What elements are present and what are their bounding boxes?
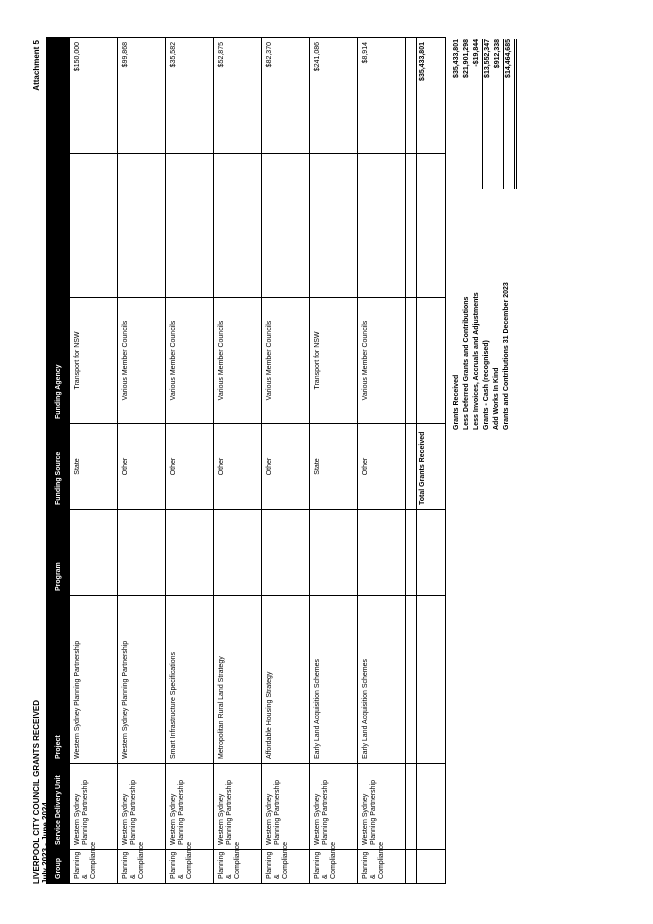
table-row: Planning & Compliance Western Sydney Pla… xyxy=(165,37,214,884)
cell-empty xyxy=(69,153,118,298)
table-row: Planning & Compliance Western Sydney Pla… xyxy=(309,37,358,884)
cell-empty xyxy=(309,153,358,298)
cell-project: Smart Infrastructure Specifications xyxy=(165,595,214,764)
report-title-line1: LIVERPOOL CITY COUNCIL GRANTS RECEIVED xyxy=(32,699,41,884)
column-header: Service Delivery Unit xyxy=(46,763,70,850)
summary-labels: Grants Received Less Deferred Grants and… xyxy=(452,200,512,430)
summary-label: Grants and Contributions 31 December 202… xyxy=(503,282,510,430)
cell-group: Planning & Compliance xyxy=(69,842,118,884)
attachment-label: Attachment 5 xyxy=(32,40,41,91)
summary-label: Less Deferred Grants and Contributions xyxy=(463,296,470,430)
table-row: Planning & Compliance Western Sydney Pla… xyxy=(261,37,310,884)
cell-unit: Western Sydney Planning Partnership xyxy=(69,763,118,850)
cell-empty xyxy=(117,153,166,298)
table-row: Planning & Compliance Western Sydney Pla… xyxy=(213,37,262,884)
column-header: Funding Source xyxy=(46,423,70,510)
cell-program xyxy=(309,509,358,596)
cell-project: Metropolitan Rural Land Strategy xyxy=(213,595,262,764)
cell-program xyxy=(261,509,310,596)
summary-label: Grants - Cash (recognised) xyxy=(483,340,490,430)
cell-agency: Various Member Councils xyxy=(117,297,166,424)
cell-amount: $35,582 xyxy=(165,37,214,154)
column-header-spacer xyxy=(46,37,70,154)
cell-group: Planning & Compliance xyxy=(309,842,358,884)
cell-amount: $8,914 xyxy=(357,37,406,154)
total-label: Total Grants Received xyxy=(416,423,446,510)
column-header: Program xyxy=(46,509,70,596)
cell-empty xyxy=(261,153,310,298)
table-body: Planning & Compliance Western Sydney Pla… xyxy=(69,37,446,884)
total-amount: $35,433,801 xyxy=(416,37,446,154)
cell-unit: Western Sydney Planning Partnership xyxy=(165,763,214,850)
cell-program xyxy=(69,509,118,596)
cell-program xyxy=(165,509,214,596)
cell-empty xyxy=(165,153,214,298)
column-header: Group xyxy=(46,849,70,884)
cell-agency: Various Member Councils xyxy=(213,297,262,424)
cell-unit: Western Sydney Planning Partnership xyxy=(117,763,166,850)
cell-program xyxy=(117,509,166,596)
table-header-row: Group Service Delivery Unit Project Prog… xyxy=(46,37,70,884)
cell-source: Other xyxy=(357,423,406,510)
blank-row xyxy=(405,37,417,884)
summary-value: $21,901,298 xyxy=(463,39,470,78)
cell-agency: Various Member Councils xyxy=(261,297,310,424)
summary-value: $13,552,347 xyxy=(484,39,491,78)
summary-value: $912,338 xyxy=(493,39,504,189)
cell-unit: Western Sydney Planning Partnership xyxy=(357,763,406,850)
cell-amount: $241,086 xyxy=(309,37,358,154)
column-header: Project xyxy=(46,595,70,764)
cell-group: Planning & Compliance xyxy=(117,842,166,884)
grants-table: Group Service Delivery Unit Project Prog… xyxy=(46,37,446,884)
total-row: Total Grants Received $35,433,801 xyxy=(416,37,446,884)
summary-value: $35,433,801 xyxy=(453,39,460,78)
cell-empty xyxy=(213,153,262,298)
cell-empty xyxy=(357,153,406,298)
cell-agency: Transport for NSW xyxy=(309,297,358,424)
cell-project: Affordable Housing Strategy xyxy=(261,595,310,764)
cell-amount: $150,000 xyxy=(69,37,118,154)
cell-source: Other xyxy=(117,423,166,510)
summary-values: $35,433,801 $21,901,298 -$19,844 $13,552… xyxy=(452,39,517,189)
summary-value-total: $14,464,685 xyxy=(504,39,517,189)
cell-amount: $82,370 xyxy=(261,37,310,154)
cell-source: Other xyxy=(213,423,262,510)
cell-project: Western Sydney Planning Partnership xyxy=(69,595,118,764)
table-row: Planning & Compliance Western Sydney Pla… xyxy=(117,37,166,884)
cell-agency: Various Member Councils xyxy=(165,297,214,424)
summary-label: Add Works In Kind xyxy=(493,367,500,430)
cell-source: State xyxy=(69,423,118,510)
summary-label: Less Invoices, Accruals and Adjustments xyxy=(473,292,480,430)
cell-source: State xyxy=(309,423,358,510)
cell-amount: $99,868 xyxy=(117,37,166,154)
cell-unit: Western Sydney Planning Partnership xyxy=(261,763,310,850)
cell-agency: Various Member Councils xyxy=(357,297,406,424)
summary-value: -$19,844 xyxy=(472,39,483,189)
table-row: Planning & Compliance Western Sydney Pla… xyxy=(69,37,118,884)
cell-amount: $52,875 xyxy=(213,37,262,154)
column-header xyxy=(46,153,70,298)
cell-source: Other xyxy=(261,423,310,510)
cell-group: Planning & Compliance xyxy=(165,842,214,884)
cell-group: Planning & Compliance xyxy=(357,842,406,884)
cell-group: Planning & Compliance xyxy=(213,842,262,884)
cell-project: Early Land Acquisition Schemes xyxy=(309,595,358,764)
cell-agency: Transport for NSW xyxy=(69,297,118,424)
cell-source: Other xyxy=(165,423,214,510)
cell-program xyxy=(213,509,262,596)
cell-program xyxy=(357,509,406,596)
cell-project: Western Sydney Planning Partnership xyxy=(117,595,166,764)
column-header: Funding Agency xyxy=(46,297,70,424)
cell-unit: Western Sydney Planning Partnership xyxy=(213,763,262,850)
cell-unit: Western Sydney Planning Partnership xyxy=(309,763,358,850)
table-row: Planning & Compliance Western Sydney Pla… xyxy=(357,37,406,884)
cell-project: Early Land Acquisition Schemes xyxy=(357,595,406,764)
summary-label: Grants Received xyxy=(453,374,460,430)
cell-group: Planning & Compliance xyxy=(261,842,310,884)
